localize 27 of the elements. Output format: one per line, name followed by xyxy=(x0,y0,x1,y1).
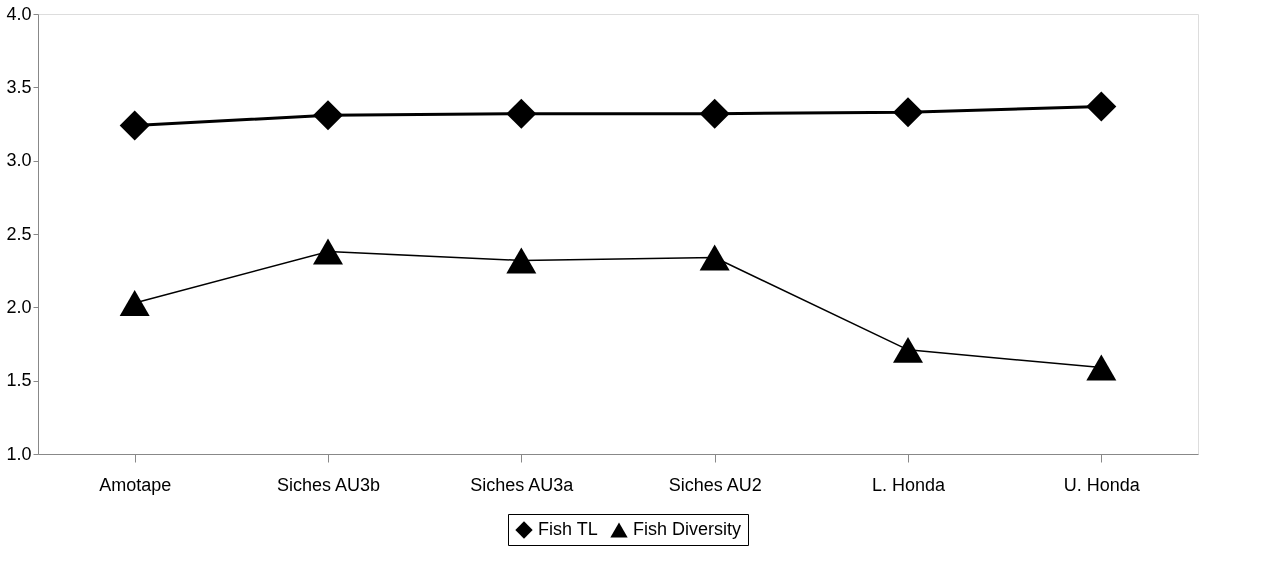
point xyxy=(506,98,537,129)
point xyxy=(1086,91,1117,122)
x-tick-label: Siches AU3b xyxy=(276,474,381,495)
x-tick-label: Siches AU3a xyxy=(470,474,575,495)
point xyxy=(893,97,923,128)
legend-label: Fish Diversity xyxy=(633,519,742,539)
y-tick-label: 2.0 xyxy=(6,296,32,317)
point xyxy=(699,244,730,271)
point xyxy=(699,98,730,129)
y-tick-label: 3.5 xyxy=(6,76,32,97)
x-tick-label: Siches AU2 xyxy=(668,474,762,495)
x-tick-label: Amotape xyxy=(99,474,172,495)
y-tick-label: 1.5 xyxy=(6,370,32,391)
point xyxy=(313,238,343,265)
legend-label: Fish TL xyxy=(538,519,598,539)
point xyxy=(506,247,537,274)
y-tick-label: 4.0 xyxy=(6,3,32,24)
point xyxy=(119,289,150,316)
y-tick-label: 3.0 xyxy=(6,150,32,171)
x-tick-label: L. Honda xyxy=(871,474,947,495)
x-tick-label: U. Honda xyxy=(1063,474,1141,495)
y-tick-label: 2.5 xyxy=(6,223,32,244)
point xyxy=(893,336,923,363)
point xyxy=(313,100,343,131)
y-tick-label: 1.0 xyxy=(6,443,32,464)
point xyxy=(119,110,150,141)
point xyxy=(1086,354,1117,381)
